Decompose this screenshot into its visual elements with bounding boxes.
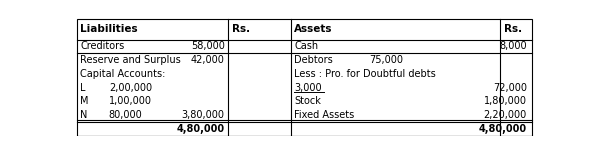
Text: 2,20,000: 2,20,000 [484, 110, 527, 120]
Text: 72,000: 72,000 [493, 83, 527, 93]
Text: Rs.: Rs. [232, 24, 250, 34]
Text: 80,000: 80,000 [109, 110, 143, 120]
Text: Assets: Assets [294, 24, 333, 34]
Text: 8,000: 8,000 [499, 41, 527, 51]
Text: M: M [80, 96, 89, 106]
Text: Less : Pro. for Doubtful debts: Less : Pro. for Doubtful debts [294, 69, 436, 79]
Text: 3,000: 3,000 [294, 83, 322, 93]
Text: 3,80,000: 3,80,000 [182, 110, 225, 120]
Text: 75,000: 75,000 [369, 55, 403, 65]
Text: 1,80,000: 1,80,000 [484, 96, 527, 106]
Text: 58,000: 58,000 [191, 41, 225, 51]
Text: Creditors: Creditors [80, 41, 125, 51]
Text: 1,00,000: 1,00,000 [109, 96, 152, 106]
Text: Capital Accounts:: Capital Accounts: [80, 69, 166, 79]
Text: 4,80,000: 4,80,000 [176, 124, 225, 134]
Text: 2,00,000: 2,00,000 [109, 83, 152, 93]
Text: Reserve and Surplus: Reserve and Surplus [80, 55, 181, 65]
Text: Debtors: Debtors [294, 55, 333, 65]
Text: Fixed Assets: Fixed Assets [294, 110, 355, 120]
Text: Rs.: Rs. [504, 24, 522, 34]
Text: 4,80,000: 4,80,000 [479, 124, 527, 134]
Text: N: N [80, 110, 87, 120]
Text: L: L [80, 83, 86, 93]
Text: Cash: Cash [294, 41, 318, 51]
Text: 42,000: 42,000 [191, 55, 225, 65]
Text: Liabilities: Liabilities [80, 24, 138, 34]
Text: Stock: Stock [294, 96, 321, 106]
